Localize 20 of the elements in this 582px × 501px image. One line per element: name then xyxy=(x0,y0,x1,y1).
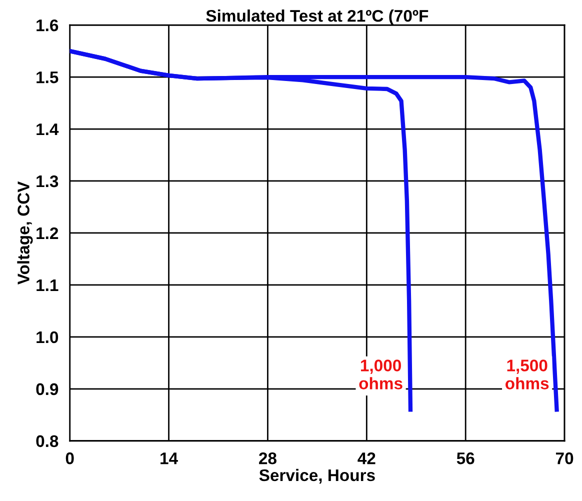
y-axis-title: Voltage, CCV xyxy=(17,181,33,285)
y-tick-label: 1.6 xyxy=(36,19,58,32)
y-tick-label: 0.8 xyxy=(36,435,58,448)
x-axis-title: Service, Hours xyxy=(259,468,375,484)
x-tick-label: 28 xyxy=(259,452,276,464)
chart-title: Simulated Test at 21ºC (70ºF xyxy=(206,10,428,26)
series-label: 1,500 ohms xyxy=(506,360,549,390)
x-tick-label: 0 xyxy=(66,452,74,464)
y-tick-label: 1.1 xyxy=(36,280,58,291)
y-tick-label: 1.0 xyxy=(36,331,58,344)
y-tick-label: 1.3 xyxy=(36,175,58,188)
series-label: 1,000 ohms xyxy=(359,360,402,390)
y-tick-label: 1.2 xyxy=(36,227,58,240)
y-tick-label: 1.4 xyxy=(36,124,59,136)
x-tick-label: 56 xyxy=(456,452,474,464)
x-tick-label: 70 xyxy=(556,452,574,464)
y-tick-label: 0.9 xyxy=(36,383,58,396)
y-tick-label: 1.5 xyxy=(36,72,58,84)
x-tick-label: 14 xyxy=(160,452,178,464)
x-tick-label: 42 xyxy=(358,452,376,464)
